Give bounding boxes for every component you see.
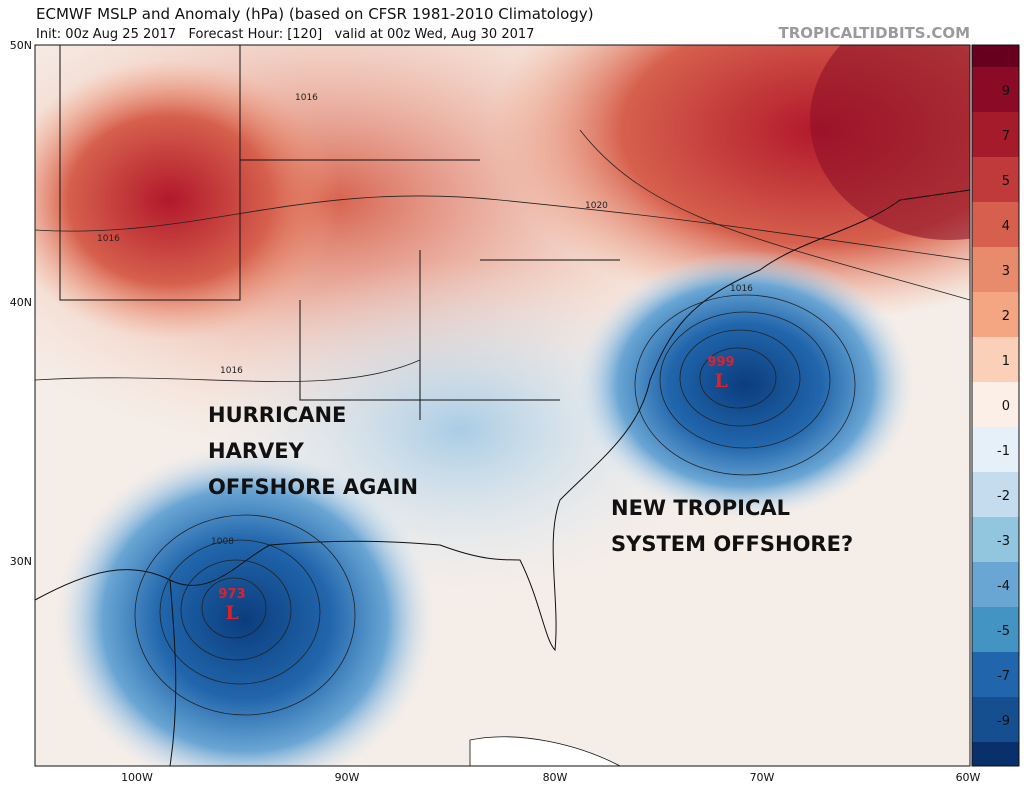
- colorbar-label: 9: [1002, 84, 1010, 99]
- colorbar-label: 4: [1002, 219, 1010, 234]
- low-anomaly: [575, 250, 915, 520]
- annotation: SYSTEM OFFSHORE?: [611, 532, 853, 556]
- colorbar-label: -3: [997, 534, 1010, 549]
- lon-label: 60W: [956, 771, 981, 784]
- colorbar-label: -7: [997, 669, 1010, 684]
- anomaly-field: [35, 60, 340, 340]
- lon-label: 100W: [121, 771, 153, 784]
- annotation: NEW TROPICAL: [611, 496, 790, 520]
- lon-label: 70W: [750, 771, 775, 784]
- colorbar-label: -5: [997, 624, 1010, 639]
- subtitle: Init: 00z Aug 25 2017 Forecast Hour: [12…: [36, 27, 534, 42]
- isobar-label: 1020: [585, 201, 608, 211]
- low-symbol: L: [714, 370, 727, 392]
- colorbar-label: -4: [997, 579, 1010, 594]
- annotation: OFFSHORE AGAIN: [208, 475, 418, 499]
- low-anomaly: [55, 445, 435, 766]
- low-symbol: L: [225, 602, 238, 624]
- coastlines: [35, 45, 970, 766]
- brand: TROPICALTIDBITS.COM: [779, 24, 971, 42]
- colorbar-label: -9: [997, 714, 1010, 729]
- isobar-label: 1016: [97, 234, 120, 244]
- isobars: [35, 129, 970, 716]
- lat-label: 40N: [10, 296, 32, 309]
- colorbar-label: 7: [1002, 129, 1010, 144]
- colorbar-label: 5: [1002, 174, 1010, 189]
- lat-label: 30N: [10, 555, 32, 568]
- low-pressure: 973: [218, 587, 245, 602]
- annotation: HARVEY: [208, 439, 305, 463]
- lat-label: 50N: [10, 39, 32, 52]
- colorbar-label: 3: [1002, 264, 1010, 279]
- isobar-label: 1016: [730, 284, 753, 294]
- lon-labels: 100W 90W 80W 70W 60W: [121, 771, 980, 784]
- colorbar-label: -2: [997, 489, 1010, 504]
- map-frame: [34, 44, 971, 767]
- lon-label: 80W: [543, 771, 568, 784]
- annotation: HURRICANE: [208, 403, 346, 427]
- isobar-label: 1016: [295, 93, 318, 103]
- lon-label: 90W: [335, 771, 360, 784]
- lat-labels: 50N 40N 30N: [10, 39, 32, 568]
- colorbar: 9 7 5 4 3 2 1 0 -1 -2 -3 -4 -5 -7 -9: [971, 44, 1020, 767]
- title: ECMWF MSLP and Anomaly (hPa) (based on C…: [36, 5, 594, 23]
- low-pressure: 999: [707, 355, 734, 370]
- colorbar-label: -1: [997, 444, 1010, 459]
- colorbar-label: 1: [1002, 354, 1010, 369]
- isobar-label: 1016: [220, 366, 243, 376]
- isobar-label: 1008: [211, 537, 234, 547]
- colorbar-label: 2: [1002, 309, 1010, 324]
- colorbar-label: 0: [1002, 399, 1010, 414]
- anomaly-field: [810, 45, 970, 240]
